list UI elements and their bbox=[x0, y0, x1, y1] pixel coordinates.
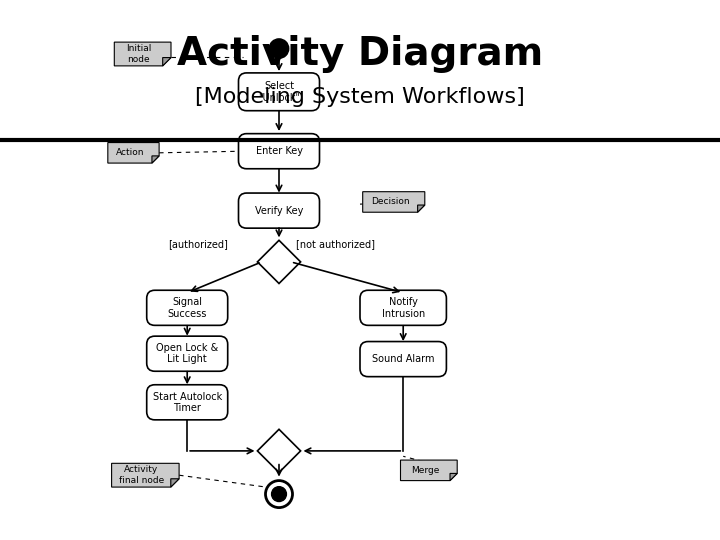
Polygon shape bbox=[258, 429, 301, 472]
Text: Merge: Merge bbox=[411, 466, 439, 475]
Text: Start Autolock
Timer: Start Autolock Timer bbox=[153, 392, 222, 413]
Circle shape bbox=[269, 39, 289, 58]
Polygon shape bbox=[152, 156, 159, 163]
Polygon shape bbox=[112, 463, 179, 487]
Polygon shape bbox=[108, 143, 159, 163]
Text: Notify
Intrusion: Notify Intrusion bbox=[382, 297, 425, 319]
Text: Initial
node: Initial node bbox=[126, 44, 151, 64]
Polygon shape bbox=[400, 460, 457, 481]
Text: Select
"Unlock": Select "Unlock" bbox=[258, 81, 300, 103]
FancyBboxPatch shape bbox=[147, 384, 228, 420]
Text: Enter Key: Enter Key bbox=[256, 146, 302, 156]
Text: Signal
Success: Signal Success bbox=[168, 297, 207, 319]
Text: Action: Action bbox=[116, 148, 144, 157]
FancyBboxPatch shape bbox=[360, 342, 446, 377]
FancyBboxPatch shape bbox=[238, 73, 320, 111]
Text: Verify Key: Verify Key bbox=[255, 206, 303, 215]
Polygon shape bbox=[363, 192, 425, 212]
Circle shape bbox=[266, 481, 292, 508]
FancyBboxPatch shape bbox=[238, 193, 320, 228]
Text: [not authorized]: [not authorized] bbox=[296, 239, 375, 249]
Polygon shape bbox=[163, 58, 171, 66]
Polygon shape bbox=[418, 205, 425, 212]
Text: [Modeling System Workflows]: [Modeling System Workflows] bbox=[195, 87, 525, 107]
FancyBboxPatch shape bbox=[238, 134, 320, 168]
Polygon shape bbox=[171, 479, 179, 487]
FancyBboxPatch shape bbox=[360, 291, 446, 325]
Circle shape bbox=[271, 487, 287, 502]
Text: Open Lock &
Lit Light: Open Lock & Lit Light bbox=[156, 343, 218, 364]
Text: Sound Alarm: Sound Alarm bbox=[372, 354, 434, 364]
FancyBboxPatch shape bbox=[147, 291, 228, 325]
Polygon shape bbox=[450, 474, 457, 481]
Polygon shape bbox=[114, 42, 171, 66]
Text: [authorized]: [authorized] bbox=[168, 239, 228, 249]
Text: Activity
final node: Activity final node bbox=[119, 465, 164, 485]
FancyBboxPatch shape bbox=[147, 336, 228, 372]
Polygon shape bbox=[258, 240, 301, 284]
Text: Activity Diagram: Activity Diagram bbox=[177, 35, 543, 73]
Text: Decision: Decision bbox=[371, 198, 410, 206]
